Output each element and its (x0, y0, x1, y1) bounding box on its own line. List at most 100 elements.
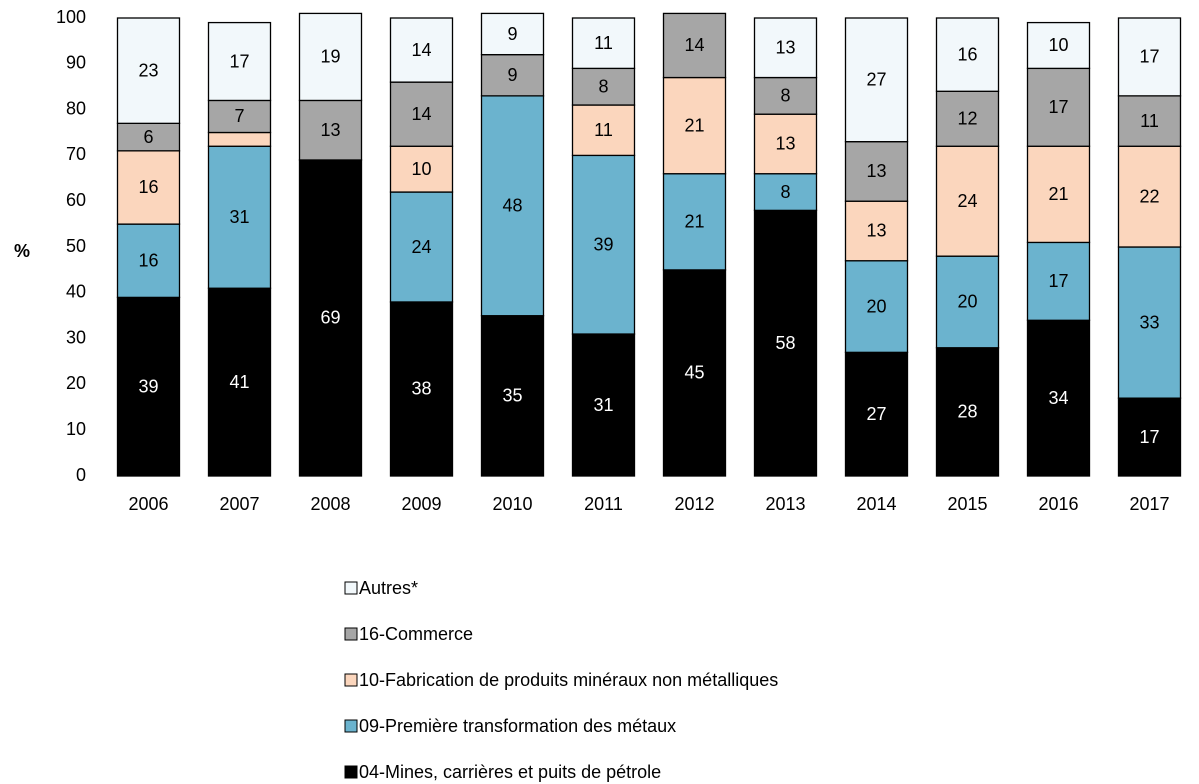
y-tick-label: 100 (56, 7, 86, 27)
data-label: 12 (957, 109, 977, 129)
bar-segment (389, 81, 454, 147)
bar-segment (298, 12, 363, 102)
y-tick-label: 80 (66, 98, 86, 118)
data-label: 19 (320, 47, 340, 67)
bar-segment (480, 12, 545, 56)
legend-label: 09-Première transformation des métaux (359, 716, 676, 736)
y-tick-label: 70 (66, 144, 86, 164)
data-label: 8 (780, 182, 790, 202)
bar-segment (662, 269, 727, 477)
data-label: 9 (507, 65, 517, 85)
data-label: 27 (866, 70, 886, 90)
data-label: 33 (1139, 312, 1159, 332)
legend-swatch (344, 581, 358, 595)
bar-segment (753, 76, 818, 115)
data-label: 13 (866, 161, 886, 181)
x-tick-label: 2014 (856, 494, 896, 514)
data-label: 14 (411, 40, 431, 60)
data-label: 20 (957, 292, 977, 312)
bar-segment (480, 53, 545, 97)
data-label: 39 (138, 376, 158, 396)
legend-swatch (344, 719, 358, 733)
data-label: 6 (143, 127, 153, 147)
data-label: 16 (957, 44, 977, 64)
y-tick-label: 10 (66, 419, 86, 439)
data-label: 21 (1048, 184, 1068, 204)
y-axis-label: % (14, 241, 30, 261)
legend-swatch (344, 765, 358, 779)
data-label: 35 (502, 386, 522, 406)
data-label: 17 (1048, 271, 1068, 291)
bar-segment (298, 99, 363, 161)
y-tick-label: 90 (66, 53, 86, 73)
bar-segment (1117, 17, 1182, 97)
data-label: 41 (229, 372, 249, 392)
data-label: 17 (229, 51, 249, 71)
legend-swatch (344, 673, 358, 687)
data-label: 16 (138, 250, 158, 270)
data-label: 34 (1048, 388, 1068, 408)
data-label: 11 (594, 120, 613, 140)
bar-segment (571, 104, 636, 157)
y-tick-label: 30 (66, 327, 86, 347)
x-tick-label: 2013 (765, 494, 805, 514)
x-tick-label: 2015 (947, 494, 987, 514)
data-label: 31 (593, 395, 613, 415)
bar-segment (116, 223, 181, 299)
data-label: 31 (229, 207, 249, 227)
bar-segment (207, 21, 272, 102)
data-label: 69 (320, 308, 340, 328)
bar-segment (1026, 67, 1091, 147)
bar-segment (298, 159, 363, 477)
data-label: 39 (593, 234, 613, 254)
data-label: 14 (411, 104, 431, 124)
bar-segment (1117, 246, 1182, 399)
bar-segment (116, 122, 181, 152)
data-label: 20 (866, 296, 886, 316)
x-tick-label: 2007 (219, 494, 259, 514)
bar-segment (935, 17, 1000, 92)
bar-segment (753, 173, 818, 212)
x-tick-label: 2016 (1038, 494, 1078, 514)
y-tick-label: 40 (66, 282, 86, 302)
data-label: 21 (684, 115, 704, 135)
data-label: 23 (138, 60, 158, 80)
data-label: 21 (684, 212, 704, 232)
data-label: 14 (684, 35, 704, 55)
x-tick-label: 2017 (1129, 494, 1169, 514)
data-label: 45 (684, 363, 704, 383)
bar-segment (480, 95, 545, 317)
data-label: 17 (1139, 47, 1159, 67)
data-label: 8 (598, 76, 608, 96)
bar-segment (480, 315, 545, 477)
bar-segment (571, 154, 636, 335)
bar-segment (844, 351, 909, 477)
bar-segment (207, 145, 272, 289)
y-tick-label: 0 (76, 465, 86, 485)
data-label: 11 (1140, 111, 1159, 131)
x-tick-label: 2012 (674, 494, 714, 514)
data-label: 16 (138, 177, 158, 197)
legend-label: 16-Commerce (359, 624, 473, 644)
x-tick-label: 2009 (401, 494, 441, 514)
data-label: 24 (957, 191, 977, 211)
bar-segment (571, 17, 636, 70)
legend-label: 04-Mines, carrières et puits de pétrole (359, 762, 661, 782)
data-label: 38 (411, 379, 431, 399)
legend-swatch (344, 627, 358, 641)
y-tick-label: 60 (66, 190, 86, 210)
data-label: 13 (866, 221, 886, 241)
data-label: 13 (320, 120, 340, 140)
bar-segment (207, 99, 272, 134)
bar-segment (935, 347, 1000, 477)
bar-segment (389, 145, 454, 193)
y-tick-label: 20 (66, 373, 86, 393)
bar-segment (571, 67, 636, 106)
bar-segment (389, 301, 454, 477)
bar-segment (935, 255, 1000, 349)
data-label: 10 (411, 159, 431, 179)
legend-label: Autres* (359, 578, 418, 598)
bar-segment (1026, 21, 1091, 70)
x-tick-label: 2006 (128, 494, 168, 514)
y-tick-label: 50 (66, 236, 86, 256)
